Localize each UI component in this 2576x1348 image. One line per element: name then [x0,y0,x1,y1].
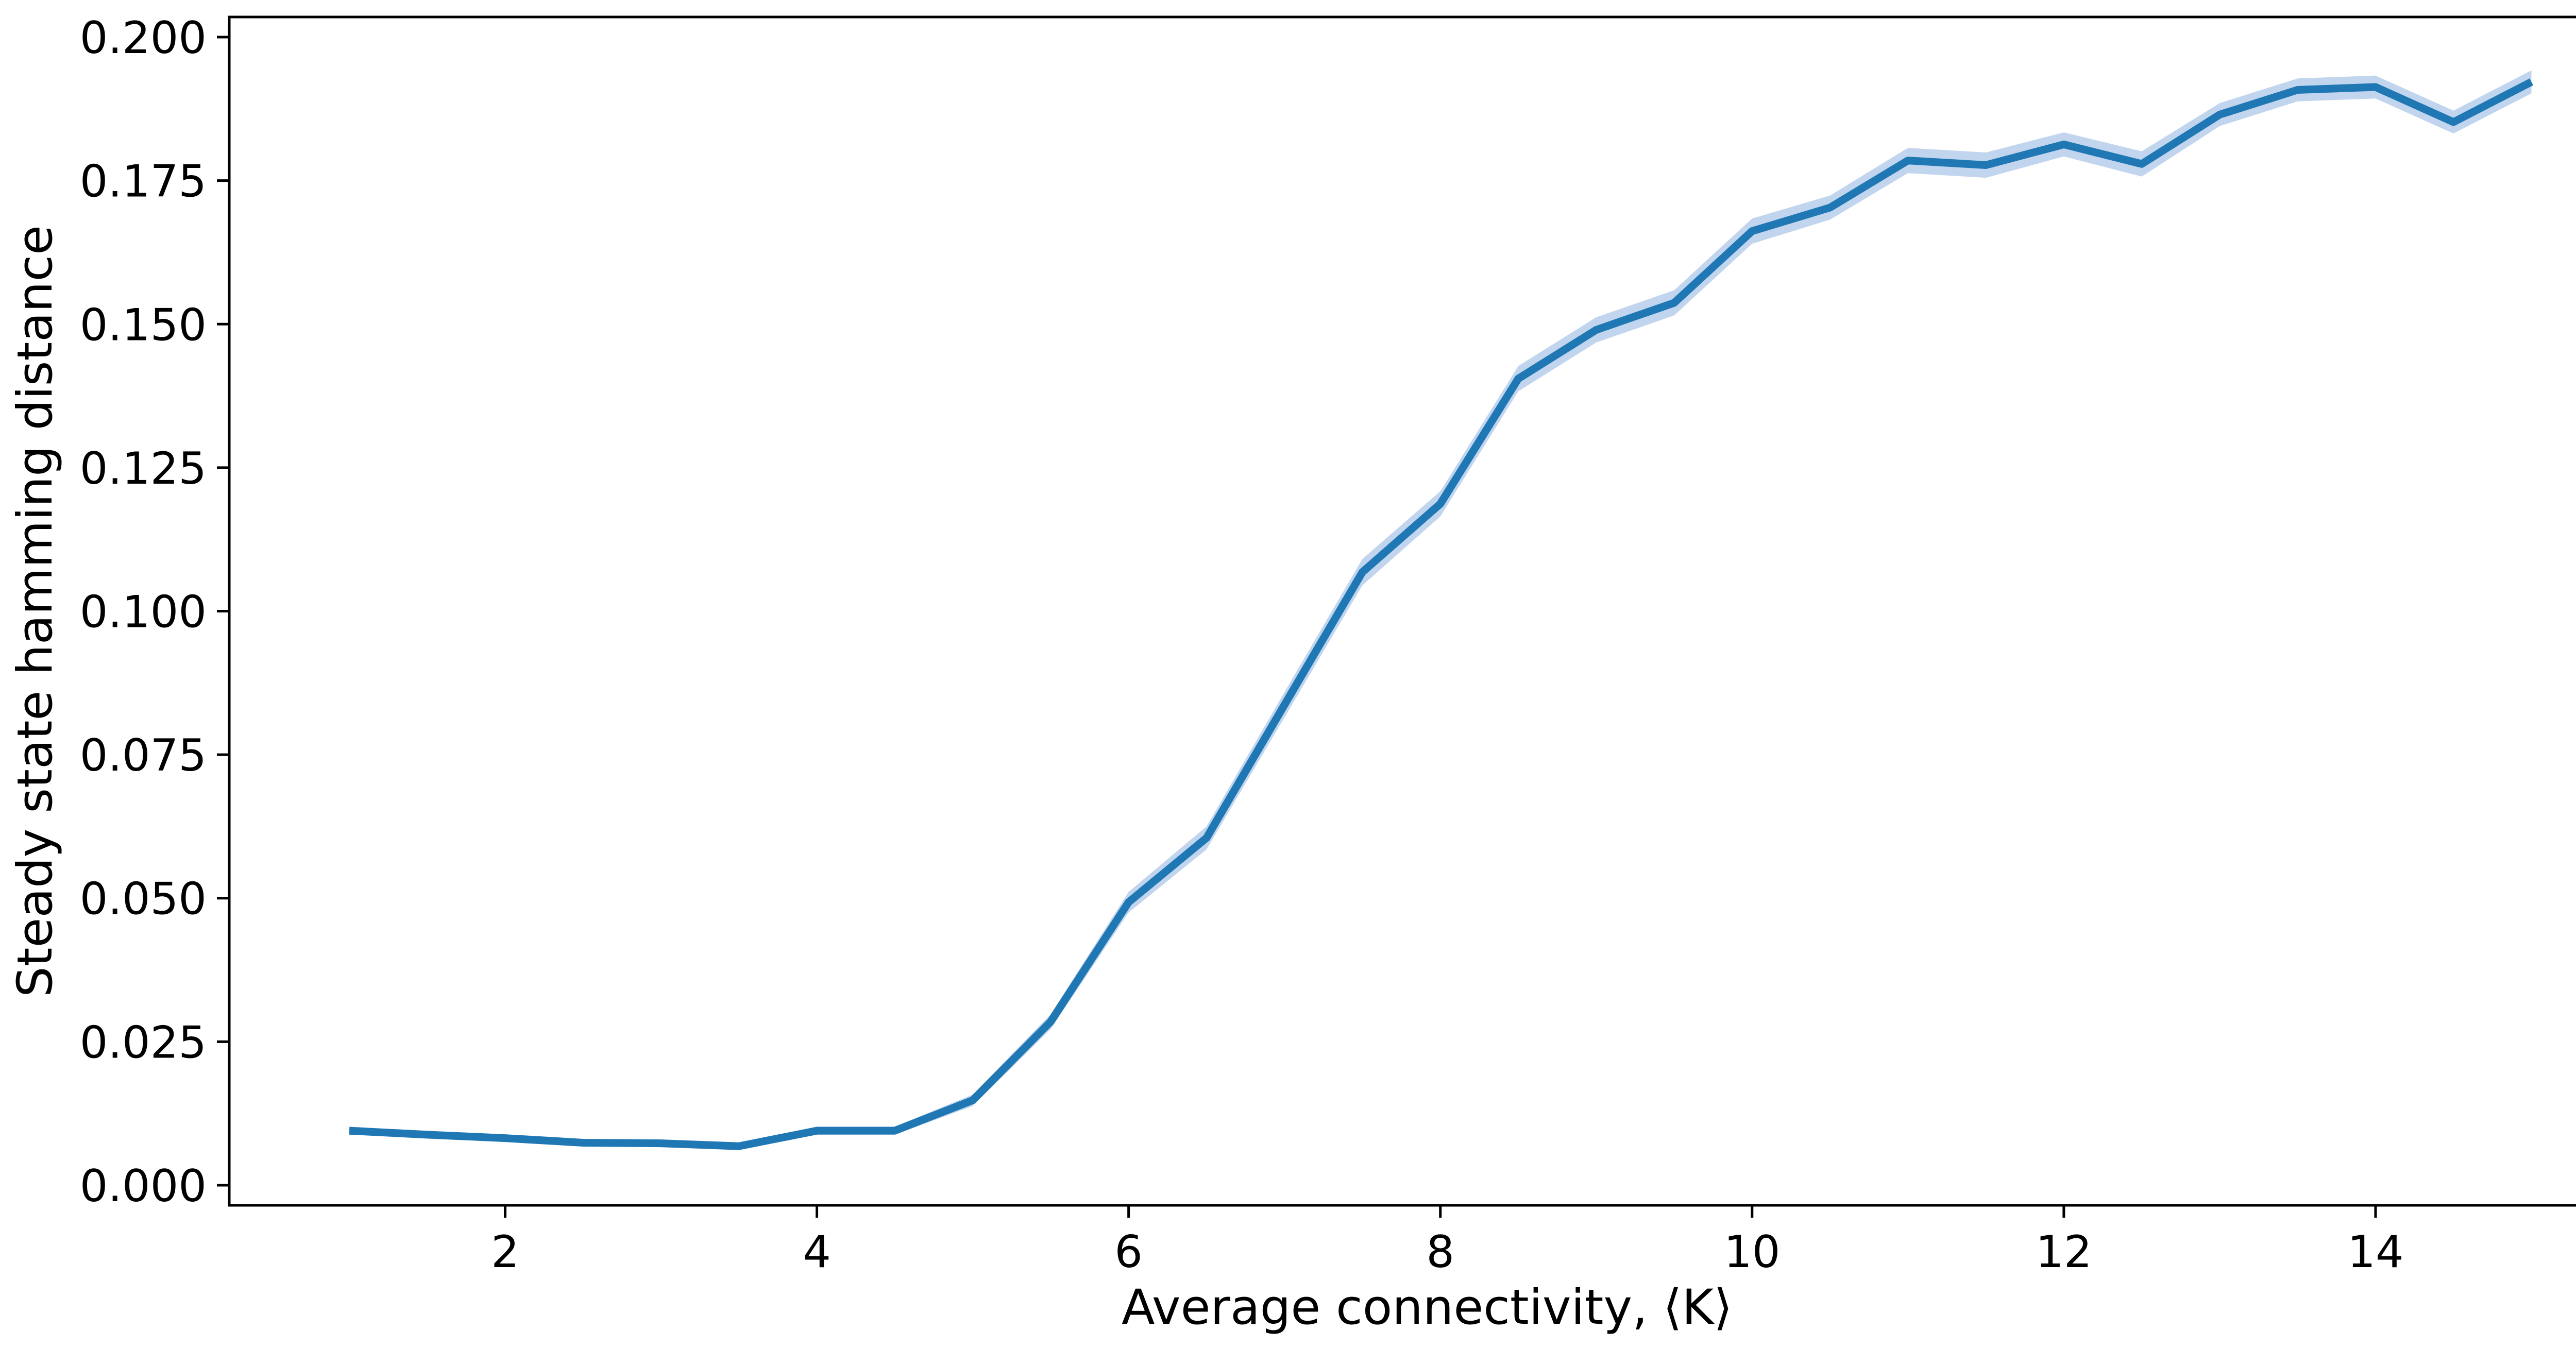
y-tick-label: 0.200 [80,12,207,64]
x-tick-label: 14 [2347,1226,2403,1278]
y-tick-label: 0.150 [80,299,207,351]
y-tick-label: 0.050 [80,874,207,925]
y-tick-label: 0.125 [80,443,207,494]
y-tick-label: 0.000 [80,1161,207,1212]
x-tick-label: 10 [1724,1226,1780,1278]
x-tick-label: 8 [1426,1226,1454,1278]
y-tick-label: 0.075 [80,730,207,781]
x-axis-label: Average connectivity, ⟨K⟩ [1122,1279,1733,1336]
y-tick-label: 0.100 [80,587,207,638]
y-tick-label: 0.025 [80,1017,207,1068]
series-line-layer [349,78,2533,1150]
x-tick-label: 12 [2036,1226,2092,1278]
series-line [349,78,2533,1150]
x-tick-label: 4 [803,1226,831,1278]
x-tick-label: 6 [1114,1226,1143,1278]
y-axis-ticks: 0.000 0.025 0.050 0.075 0.100 0.125 0.150 0.175… [80,12,229,1212]
y-axis-label: Steady state hamming distance [7,225,63,997]
x-tick-label: 2 [491,1226,519,1278]
y-tick-label: 0.175 [80,156,207,208]
x-axis-ticks: 2 4 6 8 10 12 14 [491,1205,2404,1278]
